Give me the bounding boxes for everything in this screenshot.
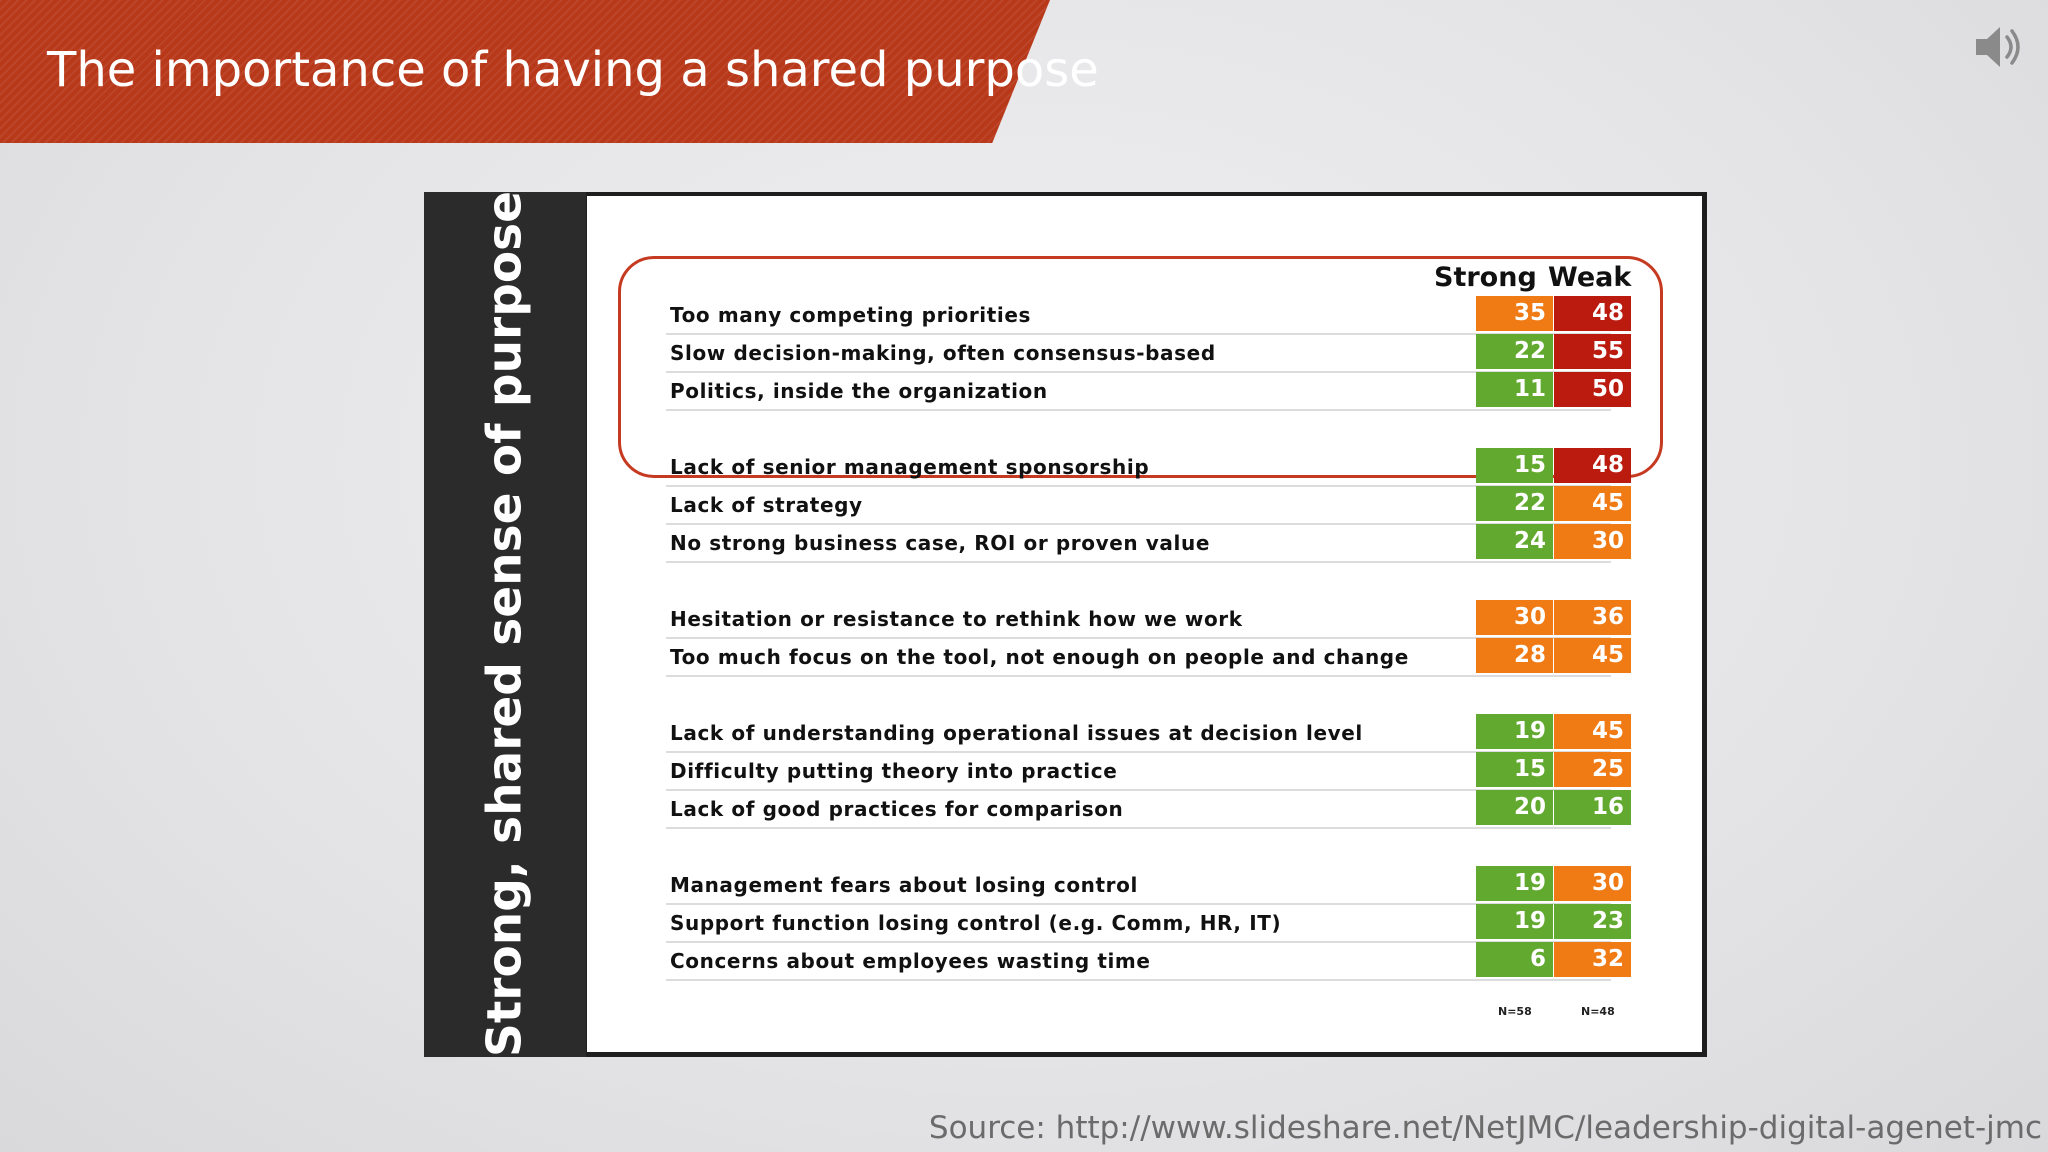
strong-value-cell: 11 (1476, 372, 1553, 407)
highlight-outline (618, 256, 1663, 478)
strong-value-cell: 15 (1476, 448, 1553, 483)
weak-value-cell: 45 (1554, 638, 1631, 673)
table-row: No strong business case, ROI or proven v… (666, 523, 1631, 563)
table-row: Lack of good practices for comparison 20 1… (666, 789, 1631, 829)
weak-value-cell: 30 (1554, 866, 1631, 901)
strong-value-cell: 22 (1476, 334, 1553, 369)
table-row: Too much focus on the tool, not enough o… (666, 637, 1631, 677)
table-row: Lack of understanding operational issues… (666, 713, 1631, 753)
table-row: Lack of strategy 22 45 (666, 485, 1631, 525)
weak-value-cell: 36 (1554, 600, 1631, 635)
weak-value-cell: 50 (1554, 372, 1631, 407)
row-label: Lack of senior management sponsorship (670, 455, 1150, 479)
row-label: Lack of good practices for comparison (670, 797, 1124, 821)
row-label: Too much focus on the tool, not enough o… (670, 645, 1409, 669)
row-label: Slow decision-making, often consensus-ba… (670, 341, 1216, 365)
data-table-sheet: Strong Weak Too many competing prioritie… (587, 196, 1702, 1052)
column-header-strong: Strong (1434, 262, 1537, 293)
title-banner (0, 0, 1050, 143)
row-label: Politics, inside the organization (670, 379, 1048, 403)
n-count-weak: N=48 (1581, 1005, 1615, 1018)
table-row: Slow decision-making, often consensus-ba… (666, 333, 1631, 373)
table-row: Too many competing priorities 35 48 (666, 295, 1631, 335)
n-count-strong: N=58 (1498, 1005, 1532, 1018)
row-label: Support function losing control (e.g. Co… (670, 911, 1282, 935)
weak-value-cell: 30 (1554, 524, 1631, 559)
strong-value-cell: 15 (1476, 752, 1553, 787)
table-row: Management fears about losing control 19 3… (666, 865, 1631, 905)
table-row: Support function losing control (e.g. Co… (666, 903, 1631, 943)
table-row: Hesitation or resistance to rethink how … (666, 599, 1631, 639)
row-label: Concerns about employees wasting time (670, 949, 1151, 973)
strong-value-cell: 19 (1476, 904, 1553, 939)
weak-value-cell: 48 (1554, 448, 1631, 483)
strong-value-cell: 20 (1476, 790, 1553, 825)
weak-value-cell: 23 (1554, 904, 1631, 939)
row-label: Management fears about losing control (670, 873, 1138, 897)
column-header-weak: Weak (1548, 262, 1632, 293)
slide-title: The importance of having a shared purpos… (47, 42, 1099, 98)
side-bar: Strong, shared sense of purpose (424, 190, 586, 1058)
strong-value-cell: 30 (1476, 600, 1553, 635)
table-row: Concerns about employees wasting time 6 32 (666, 941, 1631, 981)
weak-value-cell: 25 (1554, 752, 1631, 787)
speaker-icon[interactable] (1970, 18, 2028, 76)
weak-value-cell: 16 (1554, 790, 1631, 825)
table-row: Politics, inside the organization 11 50 (666, 371, 1631, 411)
table-row: Difficulty putting theory into practice 1… (666, 751, 1631, 791)
slide-image-panel: Strong, shared sense of purpose Strong W… (424, 190, 1707, 1058)
strong-value-cell: 19 (1476, 714, 1553, 749)
weak-value-cell: 32 (1554, 942, 1631, 977)
strong-value-cell: 22 (1476, 486, 1553, 521)
strong-value-cell: 35 (1476, 296, 1553, 331)
weak-value-cell: 45 (1554, 714, 1631, 749)
strong-value-cell: 19 (1476, 866, 1553, 901)
weak-value-cell: 55 (1554, 334, 1631, 369)
strong-value-cell: 28 (1476, 638, 1553, 673)
row-label: Hesitation or resistance to rethink how … (670, 607, 1243, 631)
row-label: Difficulty putting theory into practice (670, 759, 1118, 783)
weak-value-cell: 45 (1554, 486, 1631, 521)
side-title: Strong, shared sense of purpose (477, 190, 533, 1058)
strong-value-cell: 24 (1476, 524, 1553, 559)
source-citation: Source: http://www.slideshare.net/NetJMC… (928, 1110, 2042, 1146)
row-label: Lack of understanding operational issues… (670, 721, 1363, 745)
strong-value-cell: 6 (1476, 942, 1553, 977)
weak-value-cell: 48 (1554, 296, 1631, 331)
row-label: No strong business case, ROI or proven v… (670, 531, 1210, 555)
row-label: Too many competing priorities (670, 303, 1032, 327)
table-row: Lack of senior management sponsorship 15 4… (666, 447, 1631, 487)
row-label: Lack of strategy (670, 493, 863, 517)
